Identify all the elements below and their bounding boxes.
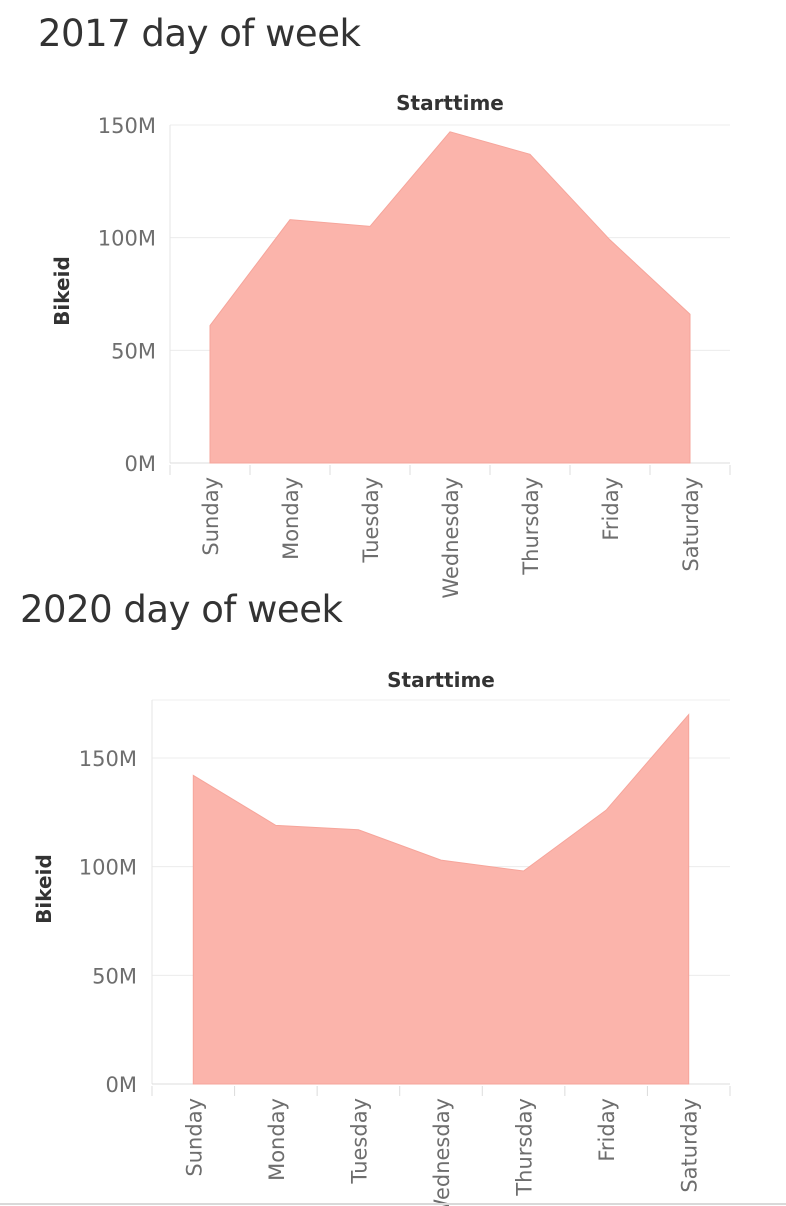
data-point-thursday: [523, 870, 525, 872]
area-chart-2017: Starttime 0M 50M 100M 150M Sunday Monday Tuesda…: [50, 91, 731, 599]
x-tick-label-friday: Friday: [599, 477, 623, 541]
area-series: [209, 131, 691, 464]
data-point-saturday: [688, 714, 690, 716]
data-point-sunday: [192, 774, 194, 776]
column-header: Starttime: [387, 668, 495, 692]
x-tick-label-sunday: Sunday: [182, 1098, 206, 1177]
data-point-monday: [275, 824, 277, 826]
x-tick-label-monday: Monday: [279, 477, 303, 560]
data-point-wednesday: [440, 859, 442, 861]
y-tick-label: 50M: [111, 339, 156, 363]
x-tick-label-sunday: Sunday: [199, 477, 223, 556]
chart-title-2020: 2020 day of week: [20, 588, 343, 631]
area-series: [192, 713, 690, 1085]
y-tick-label: 0M: [106, 1073, 137, 1097]
bottom-divider: [0, 1203, 786, 1205]
y-axis-title: Bikeid: [32, 854, 56, 924]
x-tick-label-monday: Monday: [265, 1098, 289, 1181]
column-header: Starttime: [396, 91, 504, 115]
data-point-tuesday: [357, 829, 359, 831]
x-tick-label-thursday: Thursday: [519, 477, 543, 576]
y-tick-label: 0M: [125, 452, 156, 476]
x-tick-label-tuesday: Tuesday: [359, 477, 383, 563]
x-tick-label-saturday: Saturday: [678, 1098, 702, 1193]
x-tick-label-thursday: Thursday: [513, 1098, 537, 1197]
y-tick-label: 150M: [79, 747, 137, 771]
y-axis-title: Bikeid: [50, 256, 74, 326]
x-tick-label-friday: Friday: [595, 1098, 619, 1162]
x-tick-label-wednesday: Wednesday: [439, 477, 463, 599]
x-tick-label-saturday: Saturday: [679, 477, 703, 572]
chart-title-2017: 2017 day of week: [38, 12, 361, 55]
x-tick-label-tuesday: Tuesday: [347, 1098, 371, 1184]
x-tick-label-wednesday: Wednesday: [430, 1098, 454, 1206]
y-tick-label: 100M: [79, 856, 137, 880]
y-tick-label: 100M: [98, 227, 156, 251]
data-point-friday: [605, 809, 607, 811]
y-tick-label: 150M: [98, 114, 156, 138]
y-tick-label: 50M: [92, 964, 137, 988]
